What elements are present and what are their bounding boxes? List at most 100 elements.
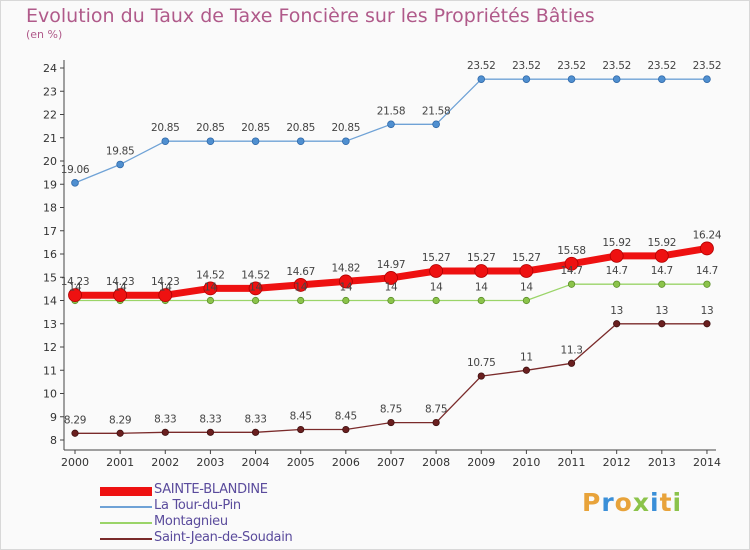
data-point-sainte-blandine [68, 288, 82, 303]
data-label-saint-jean-de-soudain: 8.75 [425, 404, 447, 416]
data-label-saint-jean-de-soudain: 8.33 [154, 413, 176, 425]
y-tick-label: 11 [43, 364, 57, 377]
data-label-sainte-blandine: 15.58 [557, 245, 586, 257]
data-label-sainte-blandine: 15.27 [512, 252, 541, 264]
data-label-montagnieu: 14.7 [560, 265, 582, 277]
data-label-la-tour-du-pin: 21.58 [422, 105, 451, 117]
data-label-la-tour-du-pin: 23.52 [467, 60, 496, 72]
x-tick-label: 2013 [648, 456, 676, 469]
data-label-montagnieu: 14.7 [651, 265, 673, 277]
data-point-la-tour-du-pin [477, 75, 486, 83]
data-point-montagnieu [703, 280, 711, 288]
data-point-saint-jean-de-soudain [387, 418, 395, 427]
data-point-sainte-blandine [700, 241, 714, 256]
data-label-montagnieu: 14 [475, 282, 488, 294]
data-point-montagnieu [567, 280, 576, 288]
data-label-sainte-blandine: 14.52 [196, 269, 225, 281]
data-label-montagnieu: 14 [385, 282, 398, 294]
axes: 8 9 10 11 12 13 14 15 16 17 18 19 20 21 22 23 24 2000 2001… [43, 60, 721, 469]
data-point-saint-jean-de-soudain [432, 418, 440, 427]
data-label-saint-jean-de-soudain: 8.75 [380, 404, 402, 416]
data-point-saint-jean-de-soudain [251, 428, 260, 436]
data-point-sainte-blandine [474, 264, 489, 278]
data-point-montagnieu [387, 296, 395, 305]
data-label-saint-jean-de-soudain: 10.75 [467, 357, 496, 369]
y-tick-label: 9 [50, 411, 57, 424]
data-label-la-tour-du-pin: 23.52 [648, 60, 677, 72]
data-label-saint-jean-de-soudain: 8.45 [290, 411, 312, 423]
y-tick-label: 8 [50, 434, 57, 447]
data-label-la-tour-du-pin: 19.06 [61, 164, 90, 176]
data-label-la-tour-du-pin: 20.85 [196, 122, 225, 134]
logo-letter: o [614, 488, 633, 517]
data-point-la-tour-du-pin [206, 137, 215, 146]
data-point-sainte-blandine [338, 274, 353, 289]
data-label-sainte-blandine: 15.27 [422, 252, 451, 264]
y-tick-label: 22 [43, 109, 57, 122]
y-tick-label: 15 [43, 271, 57, 284]
data-point-saint-jean-de-soudain [703, 320, 711, 328]
data-point-saint-jean-de-soudain [116, 429, 124, 437]
data-point-la-tour-du-pin [71, 179, 79, 187]
y-tick-label: 21 [43, 132, 57, 145]
data-point-la-tour-du-pin [432, 120, 440, 129]
x-tick-label: 2008 [422, 456, 450, 469]
data-label-montagnieu: 14 [339, 282, 352, 294]
data-label-la-tour-du-pin: 20.85 [241, 122, 270, 134]
data-point-la-tour-du-pin [296, 137, 305, 146]
data-point-la-tour-du-pin [567, 75, 576, 83]
data-label-sainte-blandine: 15.27 [467, 252, 496, 264]
x-tick-label: 2005 [287, 456, 315, 469]
data-point-la-tour-du-pin [658, 75, 666, 83]
chart-unit-label: (en %) [26, 28, 63, 41]
data-point-montagnieu [613, 280, 621, 288]
y-tick-label: 16 [43, 248, 57, 261]
data-point-saint-jean-de-soudain [658, 320, 666, 328]
y-tick-label: 13 [43, 318, 57, 331]
data-label-montagnieu: 14.7 [696, 265, 718, 277]
data-point-la-tour-du-pin [161, 137, 170, 146]
data-point-sainte-blandine [609, 248, 624, 263]
data-point-saint-jean-de-soudain [613, 320, 621, 328]
data-point-saint-jean-de-soudain [206, 428, 215, 436]
data-point-la-tour-du-pin [251, 137, 260, 146]
data-point-la-tour-du-pin [522, 75, 531, 83]
data-point-la-tour-du-pin [703, 75, 711, 83]
data-point-la-tour-du-pin [612, 75, 621, 83]
data-point-sainte-blandine [113, 288, 128, 303]
x-tick-label: 2000 [61, 456, 89, 469]
data-label-montagnieu: 14 [114, 282, 127, 294]
logo-letter: i [650, 488, 660, 517]
y-tick-label: 20 [43, 155, 57, 168]
data-label-montagnieu: 14 [204, 282, 217, 294]
data-labels: 8.29 8.29 8.33 8.33 8.33 8.45 8.45 8.75 8.75 10.7… [61, 60, 722, 426]
x-tick-label: 2009 [467, 456, 495, 469]
data-point-saint-jean-de-soudain [522, 366, 531, 374]
logo-letter: r [601, 488, 615, 517]
data-point-la-tour-du-pin [342, 137, 350, 146]
logo-letter: x [632, 488, 650, 517]
data-label-montagnieu: 14 [520, 282, 533, 294]
data-label-la-tour-du-pin: 21.58 [377, 105, 406, 117]
series-sainte-blandine [68, 241, 714, 303]
series-montagnieu [71, 280, 711, 305]
data-label-montagnieu: 14 [249, 282, 262, 294]
data-label-saint-jean-de-soudain: 11 [520, 351, 533, 363]
data-label-sainte-blandine: 14.82 [332, 262, 361, 274]
x-tick-label: 2001 [106, 456, 134, 469]
legend-label: La Tour-du-Pin [154, 498, 241, 513]
x-tick-label: 2003 [196, 456, 224, 469]
data-label-sainte-blandine: 15.92 [648, 237, 677, 249]
data-point-montagnieu [522, 296, 531, 305]
legend-label: SAINTE-BLANDINE [154, 482, 268, 497]
data-label-saint-jean-de-soudain: 13 [655, 305, 668, 317]
data-point-montagnieu [251, 296, 260, 305]
data-label-montagnieu: 14 [159, 282, 172, 294]
series-la-tour-du-pin [71, 75, 711, 187]
data-point-sainte-blandine [564, 256, 579, 271]
y-tick-label: 18 [43, 202, 57, 215]
data-label-sainte-blandine: 14.23 [61, 276, 90, 288]
series-layer [68, 75, 714, 437]
data-label-la-tour-du-pin: 20.85 [332, 122, 361, 134]
